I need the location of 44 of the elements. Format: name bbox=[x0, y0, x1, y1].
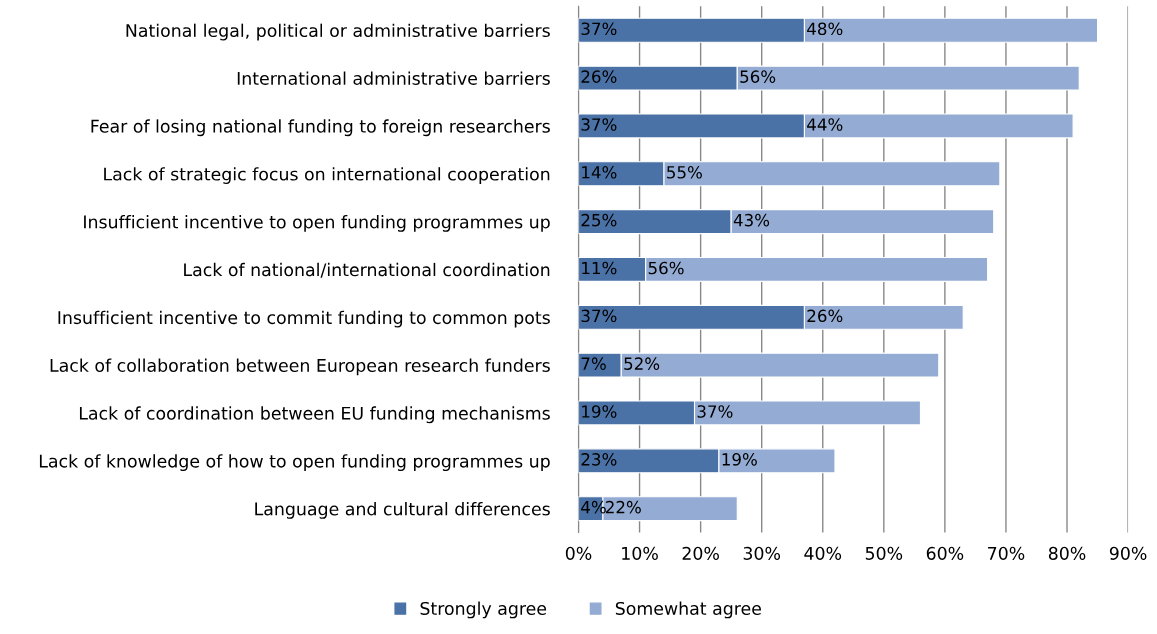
y-tick-label: Lack of collaboration between European research funders bbox=[50, 358, 550, 376]
x-tick-label: 50% bbox=[865, 546, 903, 560]
data-label: 37% bbox=[697, 405, 733, 418]
data-label: 37% bbox=[581, 22, 617, 36]
data-label: 37% bbox=[581, 309, 617, 323]
data-label: 56% bbox=[648, 261, 684, 275]
x-tick-label: 30% bbox=[743, 546, 781, 560]
data-label: 22% bbox=[605, 500, 641, 514]
y-tick-label: National legal, political or administrative barriers bbox=[126, 23, 550, 41]
data-label: 56% bbox=[740, 70, 776, 83]
y-tick-label: Lack of coordination between EU funding mechanisms bbox=[79, 406, 550, 424]
data-label: 23% bbox=[581, 453, 617, 466]
x-tick-label: 0% bbox=[565, 546, 592, 560]
x-tick-label: 40% bbox=[804, 546, 842, 560]
data-label: 43% bbox=[733, 213, 770, 227]
data-label: 44% bbox=[807, 118, 843, 131]
x-tick-label: 10% bbox=[622, 546, 658, 560]
data-label: 52% bbox=[624, 357, 660, 370]
x-tick-label: 80% bbox=[1048, 546, 1086, 560]
y-tick-label: Lack of strategic focus on international cooperation bbox=[104, 167, 550, 184]
legend-label: Somewhat agree bbox=[615, 601, 761, 619]
y-tick-label: Insufficient incentive to open funding programmes up bbox=[84, 215, 550, 232]
y-tick-label: Language and cultural differences bbox=[255, 502, 550, 519]
x-tick-label: 70% bbox=[988, 546, 1025, 560]
x-tick-label: 20% bbox=[682, 546, 719, 560]
data-label: 48% bbox=[807, 22, 843, 36]
y-tick-label: Fear of losing national funding to foreign researchers bbox=[91, 119, 550, 137]
data-label: 25% bbox=[581, 213, 617, 227]
x-tick-label: 60% bbox=[926, 546, 964, 560]
data-label: 26% bbox=[581, 70, 617, 83]
data-label: 37% bbox=[581, 118, 617, 131]
y-tick-label: Insufficient incentive to commit funding to common pots bbox=[58, 310, 550, 328]
y-tick-label: Lack of knowledge of how to open funding programmes up bbox=[39, 454, 550, 472]
data-label: 11% bbox=[582, 261, 617, 275]
data-label: 55% bbox=[667, 166, 702, 179]
data-label: 19% bbox=[722, 453, 757, 466]
x-tick-label: 90% bbox=[1109, 546, 1147, 560]
data-label: 7% bbox=[581, 357, 606, 370]
data-label: 19% bbox=[582, 405, 617, 418]
legend-label: Strongly agree bbox=[420, 601, 547, 619]
data-label: 14% bbox=[582, 166, 617, 179]
y-tick-label: International administrative barriers bbox=[237, 71, 550, 85]
y-tick-label: Lack of national/international coordination bbox=[184, 262, 550, 278]
data-label: 26% bbox=[807, 309, 843, 323]
